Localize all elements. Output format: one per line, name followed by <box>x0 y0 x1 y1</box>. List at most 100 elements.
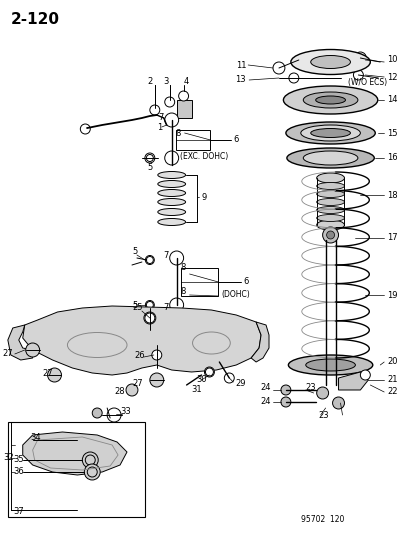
Circle shape <box>288 73 298 83</box>
Text: 11: 11 <box>235 61 246 69</box>
Circle shape <box>152 350 161 360</box>
Polygon shape <box>251 322 268 362</box>
Text: 1: 1 <box>157 123 161 132</box>
Text: 34: 34 <box>31 432 41 441</box>
Ellipse shape <box>316 182 344 190</box>
Circle shape <box>169 251 183 265</box>
Circle shape <box>326 231 334 239</box>
Ellipse shape <box>285 122 374 144</box>
Text: 7: 7 <box>164 252 169 261</box>
Text: 6: 6 <box>242 278 248 287</box>
Circle shape <box>178 91 188 101</box>
Circle shape <box>280 397 290 407</box>
Circle shape <box>145 301 154 310</box>
Text: 32: 32 <box>3 454 14 463</box>
Circle shape <box>332 397 344 409</box>
Text: 3: 3 <box>163 77 168 86</box>
Circle shape <box>272 62 284 74</box>
Text: 27: 27 <box>132 378 142 387</box>
Circle shape <box>322 227 338 243</box>
Text: 8: 8 <box>180 263 185 272</box>
Circle shape <box>280 385 290 395</box>
Text: 19: 19 <box>386 290 397 300</box>
Text: 8: 8 <box>180 287 185 296</box>
Text: 9: 9 <box>201 192 206 201</box>
Circle shape <box>169 298 183 312</box>
Circle shape <box>84 464 100 480</box>
Text: 4: 4 <box>183 77 189 86</box>
Circle shape <box>92 408 102 418</box>
Text: 5: 5 <box>147 164 152 173</box>
Polygon shape <box>176 100 191 118</box>
Text: 2: 2 <box>147 77 152 86</box>
Ellipse shape <box>157 208 185 215</box>
Text: 17: 17 <box>386 233 397 243</box>
FancyBboxPatch shape <box>180 268 218 296</box>
Ellipse shape <box>316 220 344 230</box>
Text: (W/O ECS): (W/O ECS) <box>348 77 387 86</box>
Ellipse shape <box>157 181 185 188</box>
Text: 27: 27 <box>2 350 13 359</box>
Circle shape <box>145 255 154 264</box>
Circle shape <box>107 408 121 422</box>
Circle shape <box>204 367 214 377</box>
Ellipse shape <box>310 55 349 69</box>
Text: 2-120: 2-120 <box>11 12 59 28</box>
Text: 27: 27 <box>43 368 53 377</box>
Text: 24: 24 <box>260 384 271 392</box>
Text: 7: 7 <box>159 114 164 123</box>
Text: 29: 29 <box>235 378 245 387</box>
Text: 16: 16 <box>386 154 397 163</box>
Text: 5: 5 <box>132 247 137 256</box>
Ellipse shape <box>316 190 344 198</box>
Circle shape <box>150 373 164 387</box>
Text: 8: 8 <box>175 128 180 138</box>
Text: 31: 31 <box>191 385 202 394</box>
Ellipse shape <box>316 173 344 183</box>
Text: 23: 23 <box>318 410 328 419</box>
Text: 37: 37 <box>13 507 24 516</box>
FancyBboxPatch shape <box>175 130 210 150</box>
Text: 95702  120: 95702 120 <box>300 515 343 524</box>
Circle shape <box>144 312 155 324</box>
Text: 18: 18 <box>386 190 397 199</box>
Circle shape <box>126 384 138 396</box>
Text: 25: 25 <box>132 303 142 312</box>
Ellipse shape <box>315 96 344 104</box>
Ellipse shape <box>305 359 354 371</box>
Ellipse shape <box>316 214 344 222</box>
Text: 26: 26 <box>134 351 144 359</box>
Ellipse shape <box>157 219 185 225</box>
Text: 12: 12 <box>386 72 397 82</box>
Ellipse shape <box>303 151 357 165</box>
Circle shape <box>26 343 40 357</box>
Text: 10: 10 <box>386 55 397 64</box>
FancyBboxPatch shape <box>8 422 145 517</box>
Text: 22: 22 <box>386 387 397 397</box>
Text: 15: 15 <box>386 128 397 138</box>
Text: 30: 30 <box>196 376 206 384</box>
Text: 5: 5 <box>132 301 137 310</box>
Text: 21: 21 <box>386 376 397 384</box>
Circle shape <box>80 124 90 134</box>
Text: 33: 33 <box>120 408 131 416</box>
Text: 13: 13 <box>235 76 246 85</box>
Ellipse shape <box>290 50 369 75</box>
Ellipse shape <box>157 172 185 179</box>
Text: 28: 28 <box>114 387 124 397</box>
Circle shape <box>47 368 61 382</box>
Circle shape <box>150 105 159 115</box>
Polygon shape <box>23 306 261 375</box>
Ellipse shape <box>316 206 344 214</box>
Polygon shape <box>8 325 33 360</box>
Text: 7: 7 <box>164 303 169 311</box>
Ellipse shape <box>316 198 344 206</box>
Text: 24: 24 <box>260 398 271 407</box>
Circle shape <box>353 70 363 80</box>
Text: 23: 23 <box>305 384 316 392</box>
Circle shape <box>354 52 366 64</box>
Ellipse shape <box>157 198 185 206</box>
Text: 36: 36 <box>13 467 24 477</box>
Ellipse shape <box>286 148 373 168</box>
Text: (EXC. DOHC): (EXC. DOHC) <box>179 151 227 160</box>
